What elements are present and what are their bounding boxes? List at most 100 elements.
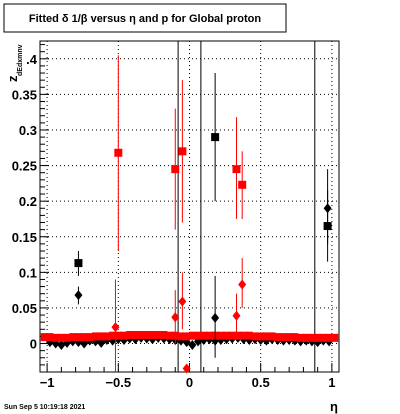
- baseline-red-point: [40, 333, 48, 342]
- baseline-red-point: [234, 331, 242, 340]
- baseline-red-point: [279, 333, 287, 342]
- baseline-red-point: [240, 331, 248, 340]
- baseline-red-point: [257, 332, 265, 341]
- y-tick-label: 0.2: [19, 194, 37, 209]
- y-tick-label: .4: [26, 52, 38, 67]
- x-axis-title: η: [330, 399, 338, 414]
- data-point: [238, 279, 247, 290]
- baseline-red-point: [194, 331, 202, 340]
- baseline-red-point: [262, 332, 270, 341]
- baseline-red-point: [228, 331, 236, 340]
- y-tick-label: 0.05: [12, 301, 37, 316]
- axis-ticks: [40, 44, 333, 372]
- x-tick-label: 1: [328, 375, 335, 390]
- baseline-red-point: [188, 331, 196, 340]
- y-tick-label: 0.15: [12, 230, 37, 245]
- series-group: [114, 55, 247, 251]
- data-point: [171, 312, 180, 323]
- baseline-red-point: [52, 333, 60, 342]
- y-axis-subscript: dEdxmnv: [17, 44, 24, 76]
- baseline-red-point: [291, 333, 299, 342]
- baseline-red-point: [109, 331, 117, 340]
- data-point: [238, 180, 247, 189]
- baseline-red-point: [80, 333, 88, 342]
- data-series: [74, 55, 332, 374]
- baseline-red-point: [63, 333, 71, 342]
- baseline-red-point: [74, 333, 82, 342]
- baseline-red-point: [251, 332, 259, 341]
- y-tick-label: 0.1: [19, 265, 37, 280]
- baseline-red-point: [160, 330, 168, 339]
- baseline-red-point: [274, 333, 282, 342]
- baseline-red-point: [183, 332, 191, 341]
- baseline-red-point: [319, 333, 327, 342]
- baseline-red-point: [57, 333, 65, 342]
- baseline-red-point: [177, 332, 185, 341]
- baseline-red-point: [217, 331, 225, 340]
- data-point: [171, 165, 180, 174]
- data-point: [114, 148, 123, 157]
- baseline-red-point: [285, 333, 293, 342]
- baseline-red-point: [137, 330, 145, 339]
- baseline-red-point: [120, 331, 128, 340]
- data-point: [232, 310, 241, 321]
- y-axis-title: z: [5, 75, 20, 82]
- data-point: [211, 312, 220, 323]
- y-tick-label: 0.35: [12, 87, 37, 102]
- chart-title: Fitted δ 1/β versus η and p for Global p…: [29, 13, 261, 25]
- baseline-red-point: [308, 333, 316, 342]
- data-point: [211, 133, 220, 142]
- y-tick-label: 0.25: [12, 159, 37, 174]
- data-point: [178, 147, 187, 156]
- y-tick-labels: 0 0.05 0.1 0.15 0.2 0.25 0.3 0.35 .4: [12, 52, 38, 352]
- baseline-red-point: [314, 333, 322, 342]
- title-box: Fitted δ 1/β versus η and p for Global p…: [3, 3, 287, 33]
- baseline-red-point: [103, 332, 111, 341]
- baseline-points: [40, 330, 339, 350]
- baseline-red-point: [245, 331, 253, 340]
- y-axis-title-group: z: [5, 75, 20, 82]
- x-tick-label: 0.5: [252, 375, 270, 390]
- baseline-red-point: [268, 332, 276, 341]
- baseline-red-point: [97, 332, 105, 341]
- baseline-red-point: [148, 330, 156, 339]
- baseline-red-point: [325, 333, 333, 342]
- baseline-red-point: [331, 333, 339, 342]
- data-point: [323, 203, 332, 214]
- y-axis-subscript-group: dEdxmnv: [17, 44, 24, 76]
- baseline-red-point: [86, 333, 94, 342]
- x-tick-labels: −1 −0.5 0 0.5 1: [40, 375, 336, 390]
- baseline-red-point: [143, 330, 151, 339]
- baseline-red-point: [126, 330, 134, 339]
- baseline-red-point: [92, 332, 100, 341]
- baseline-red-point: [205, 331, 213, 340]
- data-point: [74, 259, 83, 268]
- baseline-red-point: [200, 331, 208, 340]
- baseline-red-point: [154, 330, 162, 339]
- baseline-red-point: [131, 330, 139, 339]
- baseline-red-point: [297, 333, 305, 342]
- baseline-red-point: [302, 333, 310, 342]
- data-point: [232, 165, 241, 174]
- baseline-red-point: [166, 331, 174, 340]
- series-group: [74, 169, 332, 358]
- baseline-red-point: [69, 333, 77, 342]
- data-point: [178, 296, 187, 307]
- title-frame: [3, 3, 287, 33]
- x-tick-label: −0.5: [105, 375, 131, 390]
- y-tick-label: 0.3: [19, 123, 37, 138]
- series-group: [111, 258, 247, 374]
- x-tick-label: 0: [186, 375, 193, 390]
- baseline-red-point: [223, 331, 231, 340]
- baseline-red-point: [114, 331, 122, 340]
- data-point: [111, 322, 120, 333]
- x-tick-label: −1: [40, 375, 55, 390]
- y-tick-label: 0: [30, 337, 37, 352]
- data-point: [74, 290, 83, 301]
- data-point: [182, 363, 191, 374]
- footer-timestamp: Sun Sep 5 10:19:18 2021: [4, 404, 85, 411]
- baseline-red-point: [46, 333, 54, 342]
- baseline-black-point: [188, 339, 197, 350]
